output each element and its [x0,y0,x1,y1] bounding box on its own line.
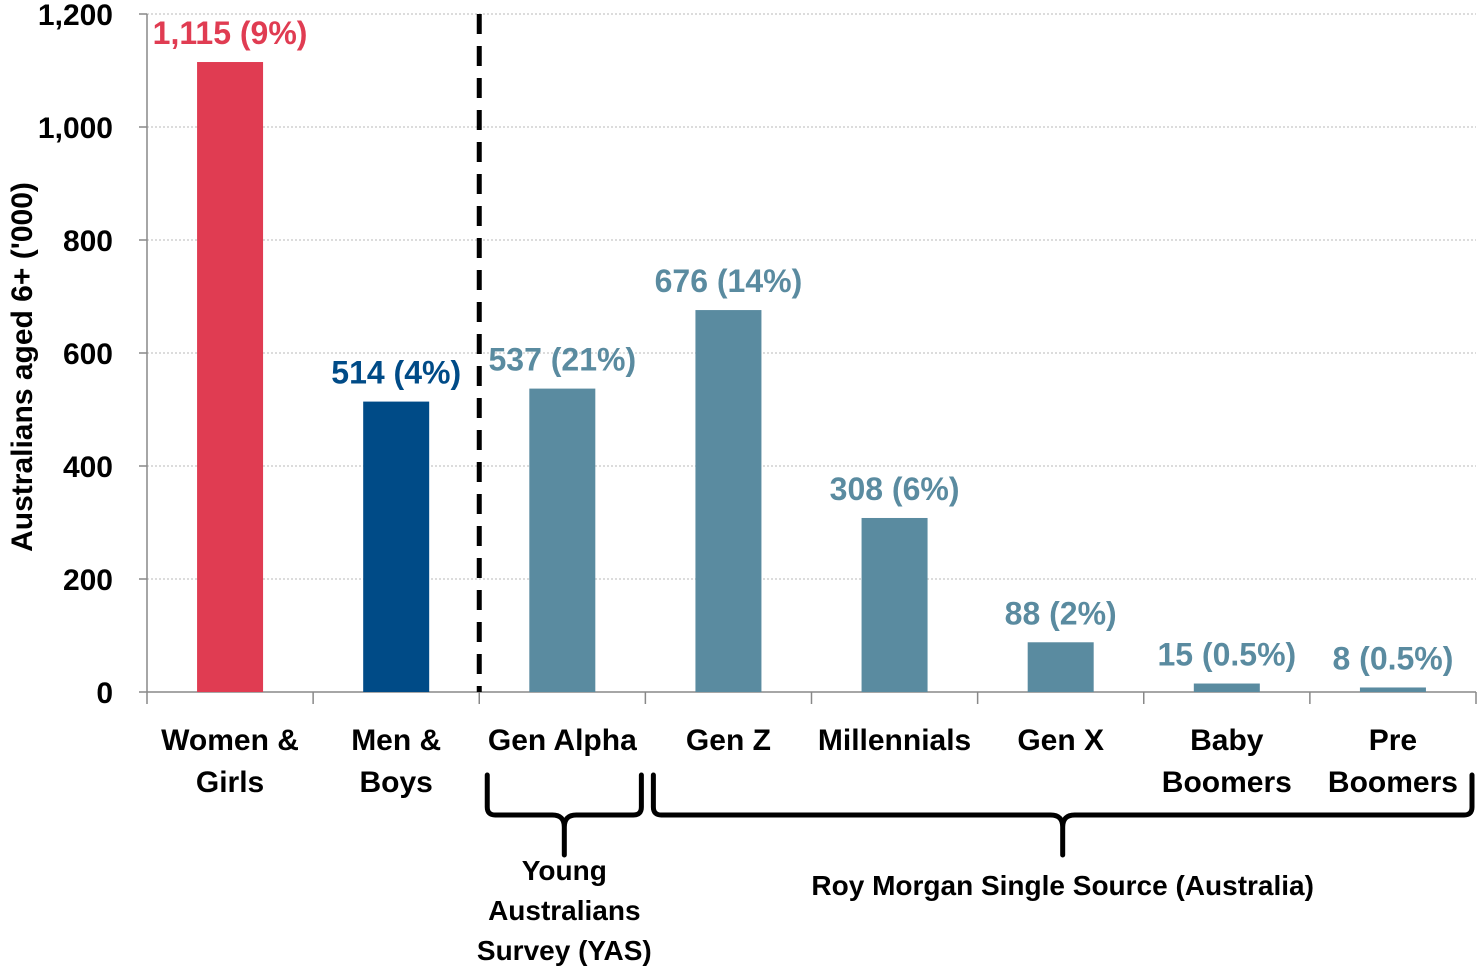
y-tick-label: 0 [96,677,113,710]
group-label: Young Australians Survey (YAS) [477,855,652,966]
bar [363,401,430,692]
x-tick-label: Millennials [818,724,971,757]
y-tick-label: 400 [63,451,113,484]
bar [1359,687,1426,692]
bar-data-label: 308 (6%) [830,471,960,507]
x-tick-label: Pre Boomers [1328,724,1458,799]
category-labels: Women & Girls Men & Boys Gen Alpha Gen Z Mille… [161,724,1458,799]
bar-data-label: 537 (21%) [488,342,636,378]
gridlines [147,13,1476,580]
x-tick-label: Women & Girls [161,724,299,799]
group-bracket [484,772,644,858]
x-tick-label: Gen X [1017,724,1104,757]
bar [1027,642,1094,692]
bar-data-label: 514 (4%) [331,355,461,391]
x-tick-label: Gen Z [686,724,771,757]
x-tick-label: Men & Boys [351,724,441,799]
bar [861,517,928,692]
bar [695,310,762,692]
x-tick-label: Gen Alpha [488,724,637,757]
bar [197,62,264,692]
group-label: Roy Morgan Single Source (Australia) [811,870,1314,901]
axes: 0 200 400 600 800 1,000 1,200 [38,0,1477,710]
data-labels: 1,115 (9%) 514 (4%) 537 (21%) 676 (14%) 308 … [153,15,1454,676]
y-tick-label: 600 [63,338,113,371]
group-bracket [650,772,1475,858]
y-tick-label: 800 [63,225,113,258]
bar-data-label: 676 (14%) [655,263,803,299]
bars [197,62,1426,692]
y-axis-label: Australians aged 6+ ('000) [6,182,39,552]
bar-data-label: 88 (2%) [1005,595,1117,631]
bar [1193,683,1260,692]
x-tick-label: Baby Boomers [1162,724,1292,799]
y-tick-label: 1,000 [38,112,113,145]
bar-data-label: 1,115 (9%) [153,15,308,51]
y-tick-label: 1,200 [38,0,113,32]
bar-data-label: 8 (0.5%) [1332,640,1453,676]
group-brackets: Young Australians Survey (YAS) Roy Morgan S… [477,772,1475,966]
bar-data-label: 15 (0.5%) [1157,637,1296,673]
y-tick-label: 200 [63,564,113,597]
bar [529,388,596,692]
